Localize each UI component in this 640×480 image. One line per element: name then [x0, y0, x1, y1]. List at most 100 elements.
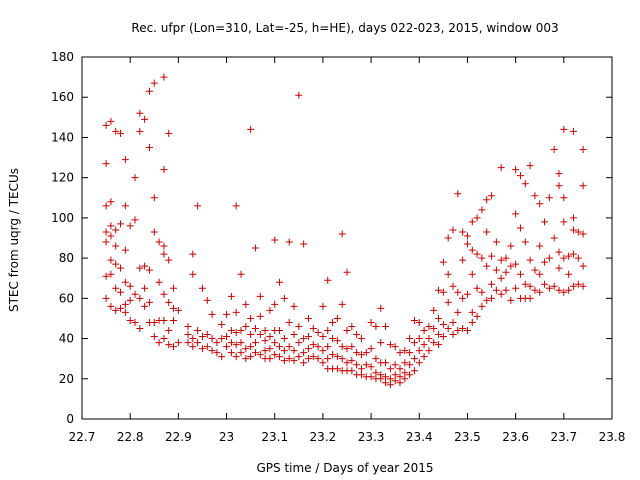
data-point: [396, 379, 404, 387]
data-point: [382, 379, 390, 387]
data-point: [386, 341, 394, 349]
data-point: [541, 218, 549, 226]
data-point: [492, 238, 500, 246]
data-point: [208, 347, 216, 355]
data-point: [348, 343, 356, 351]
data-point: [362, 361, 370, 369]
data-point: [261, 347, 269, 355]
data-point: [396, 373, 404, 381]
data-point: [121, 156, 129, 164]
data-point: [536, 288, 544, 296]
data-point: [338, 230, 346, 238]
data-point: [126, 222, 134, 230]
data-point: [232, 202, 240, 210]
data-point: [410, 355, 418, 363]
data-point: [319, 333, 327, 341]
data-point: [251, 244, 259, 252]
data-point: [430, 339, 438, 347]
data-point: [102, 272, 110, 280]
data-point: [420, 327, 428, 335]
x-tick-label: 23.1: [261, 430, 288, 444]
data-point: [382, 322, 390, 330]
y-tick-label: 40: [59, 332, 74, 346]
data-point: [280, 294, 288, 302]
data-point: [329, 318, 337, 326]
data-point: [459, 256, 467, 264]
data-point: [112, 306, 120, 314]
data-point: [377, 339, 385, 347]
data-point: [391, 377, 399, 385]
data-point: [102, 238, 110, 246]
data-point: [102, 202, 110, 210]
data-point: [227, 292, 235, 300]
data-point: [300, 335, 308, 343]
data-point: [343, 268, 351, 276]
y-tick-label: 180: [51, 50, 74, 64]
data-point: [357, 371, 365, 379]
data-point: [391, 371, 399, 379]
x-tick-label: 23.6: [502, 430, 529, 444]
data-point: [145, 298, 153, 306]
data-point: [463, 327, 471, 335]
data-point: [560, 125, 568, 133]
y-tick-label: 20: [59, 372, 74, 386]
data-point: [550, 234, 558, 242]
data-point: [232, 308, 240, 316]
data-point: [512, 284, 520, 292]
data-point: [251, 325, 259, 332]
data-point: [300, 359, 308, 367]
data-point: [396, 349, 404, 357]
y-tick-label: 80: [59, 251, 74, 265]
data-point: [531, 266, 539, 274]
data-point: [276, 353, 284, 361]
data-point: [377, 304, 385, 312]
data-point: [343, 345, 351, 353]
data-point: [203, 343, 211, 351]
data-point: [560, 218, 568, 226]
data-point: [425, 335, 433, 343]
data-point: [560, 194, 568, 202]
data-point: [160, 166, 168, 174]
data-point: [415, 347, 423, 355]
data-point: [521, 280, 529, 288]
data-point: [136, 325, 144, 332]
data-point: [170, 304, 178, 312]
data-point: [497, 164, 505, 172]
data-point: [488, 294, 496, 302]
data-point: [555, 170, 563, 178]
data-point: [276, 343, 284, 351]
data-point: [367, 363, 375, 371]
data-point: [463, 240, 471, 248]
data-point: [285, 343, 293, 351]
data-point: [435, 341, 443, 349]
data-point: [150, 228, 158, 236]
data-point: [271, 339, 279, 347]
data-point: [300, 240, 308, 248]
data-point: [251, 349, 259, 357]
data-point: [102, 160, 110, 168]
data-point: [227, 339, 235, 347]
data-point: [314, 329, 322, 337]
data-point: [107, 270, 115, 278]
data-point: [141, 115, 149, 123]
data-point: [117, 129, 125, 137]
data-point: [565, 252, 573, 260]
data-point: [473, 284, 481, 292]
data-point: [126, 296, 134, 304]
data-point: [463, 232, 471, 240]
data-point: [223, 333, 231, 341]
data-point: [121, 246, 129, 254]
data-point: [276, 278, 284, 286]
data-point: [126, 316, 134, 324]
data-point: [319, 347, 327, 355]
data-point: [555, 182, 563, 190]
data-point: [333, 365, 341, 373]
data-point: [565, 270, 573, 278]
plot-frame: [81, 56, 613, 420]
data-point: [189, 250, 197, 258]
data-point: [372, 322, 380, 330]
data-point: [117, 264, 125, 272]
data-point: [174, 306, 182, 314]
data-point: [406, 349, 414, 357]
data-point: [324, 276, 332, 284]
